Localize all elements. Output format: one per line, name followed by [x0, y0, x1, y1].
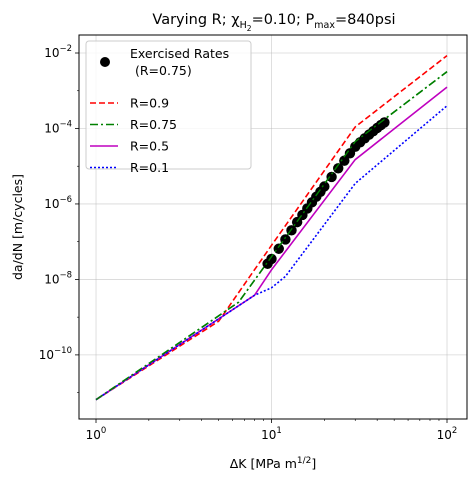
chart-title: Varying R; χH2=0.10; Pmax=840psi — [152, 12, 395, 33]
scatter-points — [95, 71, 448, 401]
legend-label: R=0.9 — [130, 96, 169, 111]
series-line-r-0-5 — [95, 86, 448, 401]
legend-marker-exercised-rates — [100, 57, 110, 67]
x-tick-label: 100 — [86, 426, 107, 442]
x-tick-label: 101 — [261, 426, 282, 442]
scatter-point — [319, 181, 330, 192]
y-tick-label: 10−2 — [44, 44, 72, 60]
scatter-point — [273, 243, 284, 254]
legend-label: R=0.5 — [130, 139, 169, 154]
y-tick-label: 10−4 — [44, 119, 72, 135]
scatter-point — [379, 117, 390, 128]
legend-box — [85, 40, 252, 170]
series-line-r-0-1 — [95, 105, 448, 401]
legend-label: R=0.1 — [130, 160, 169, 175]
scatter-point — [333, 163, 344, 174]
y-axis-label: da/dN [m/cycles] — [10, 174, 25, 280]
legend-label-exercised-rates-r: (R=0.75) — [135, 63, 192, 78]
y-tick-label: 10−6 — [44, 195, 72, 211]
y-tick-label: 10−10 — [39, 346, 72, 362]
scatter-point — [266, 253, 277, 265]
plot-frame — [78, 34, 468, 420]
scatter-point — [326, 171, 337, 183]
x-axis-label: ΔK [MPa m1/2] — [230, 456, 317, 471]
legend-label: R=0.75 — [130, 117, 177, 132]
axis-ticks: 100 101 102 10−10 10−8 10−6 10−4 10−2 — [39, 44, 458, 442]
legend: Exercised Rates (R=0.75) R=0.9R=0.75R=0.… — [85, 40, 252, 175]
y-tick-label: 10−8 — [44, 270, 72, 286]
x-tick-label: 102 — [437, 426, 458, 442]
legend-series-entries: R=0.9 R=0.75 R=0.5 R=0.1 — [90, 96, 177, 175]
scatter-point — [339, 155, 350, 166]
series-line-r-0-75-overlay — [95, 71, 448, 401]
legend-label-exercised-rates: Exercised Rates — [130, 46, 229, 61]
series-line-r-0-9 — [95, 55, 448, 401]
